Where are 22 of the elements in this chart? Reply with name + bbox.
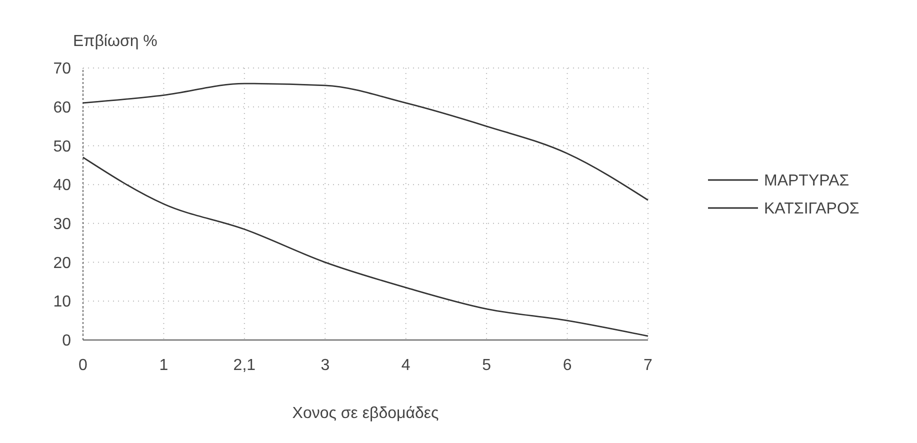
- line-series: [82, 156, 649, 337]
- x-tick-label: 7: [644, 357, 653, 374]
- y-tick-label: 50: [53, 138, 72, 156]
- x-tick-label: 5: [482, 357, 492, 374]
- x-tick-label: 3: [320, 357, 330, 374]
- y-tick-label: 0: [62, 332, 72, 350]
- y-tick-label: 10: [53, 294, 72, 311]
- x-axis-title: Χονος σε εβδομάδες: [292, 405, 440, 422]
- x-tick-label: 4: [401, 357, 410, 374]
- y-tick-label: 20: [53, 254, 72, 272]
- legend-label: ΚΑΤΣΙΓΑΡΟΣ: [764, 200, 860, 218]
- y-tick-label: 40: [53, 177, 72, 194]
- legend-label: ΜΑΡΤΥΡΑΣ: [764, 172, 850, 190]
- y-axis-title: Επβίωση %: [73, 33, 158, 50]
- x-tick-label: 0: [78, 357, 88, 374]
- x-tick-label: 6: [562, 357, 572, 374]
- line-series: [82, 82, 649, 201]
- y-tick-label: 30: [53, 216, 72, 234]
- y-tick-label: 70: [53, 60, 72, 78]
- x-tick-label: 1: [159, 357, 168, 374]
- y-tick-label: 60: [53, 99, 72, 116]
- x-tick-label: 2,1: [233, 357, 256, 374]
